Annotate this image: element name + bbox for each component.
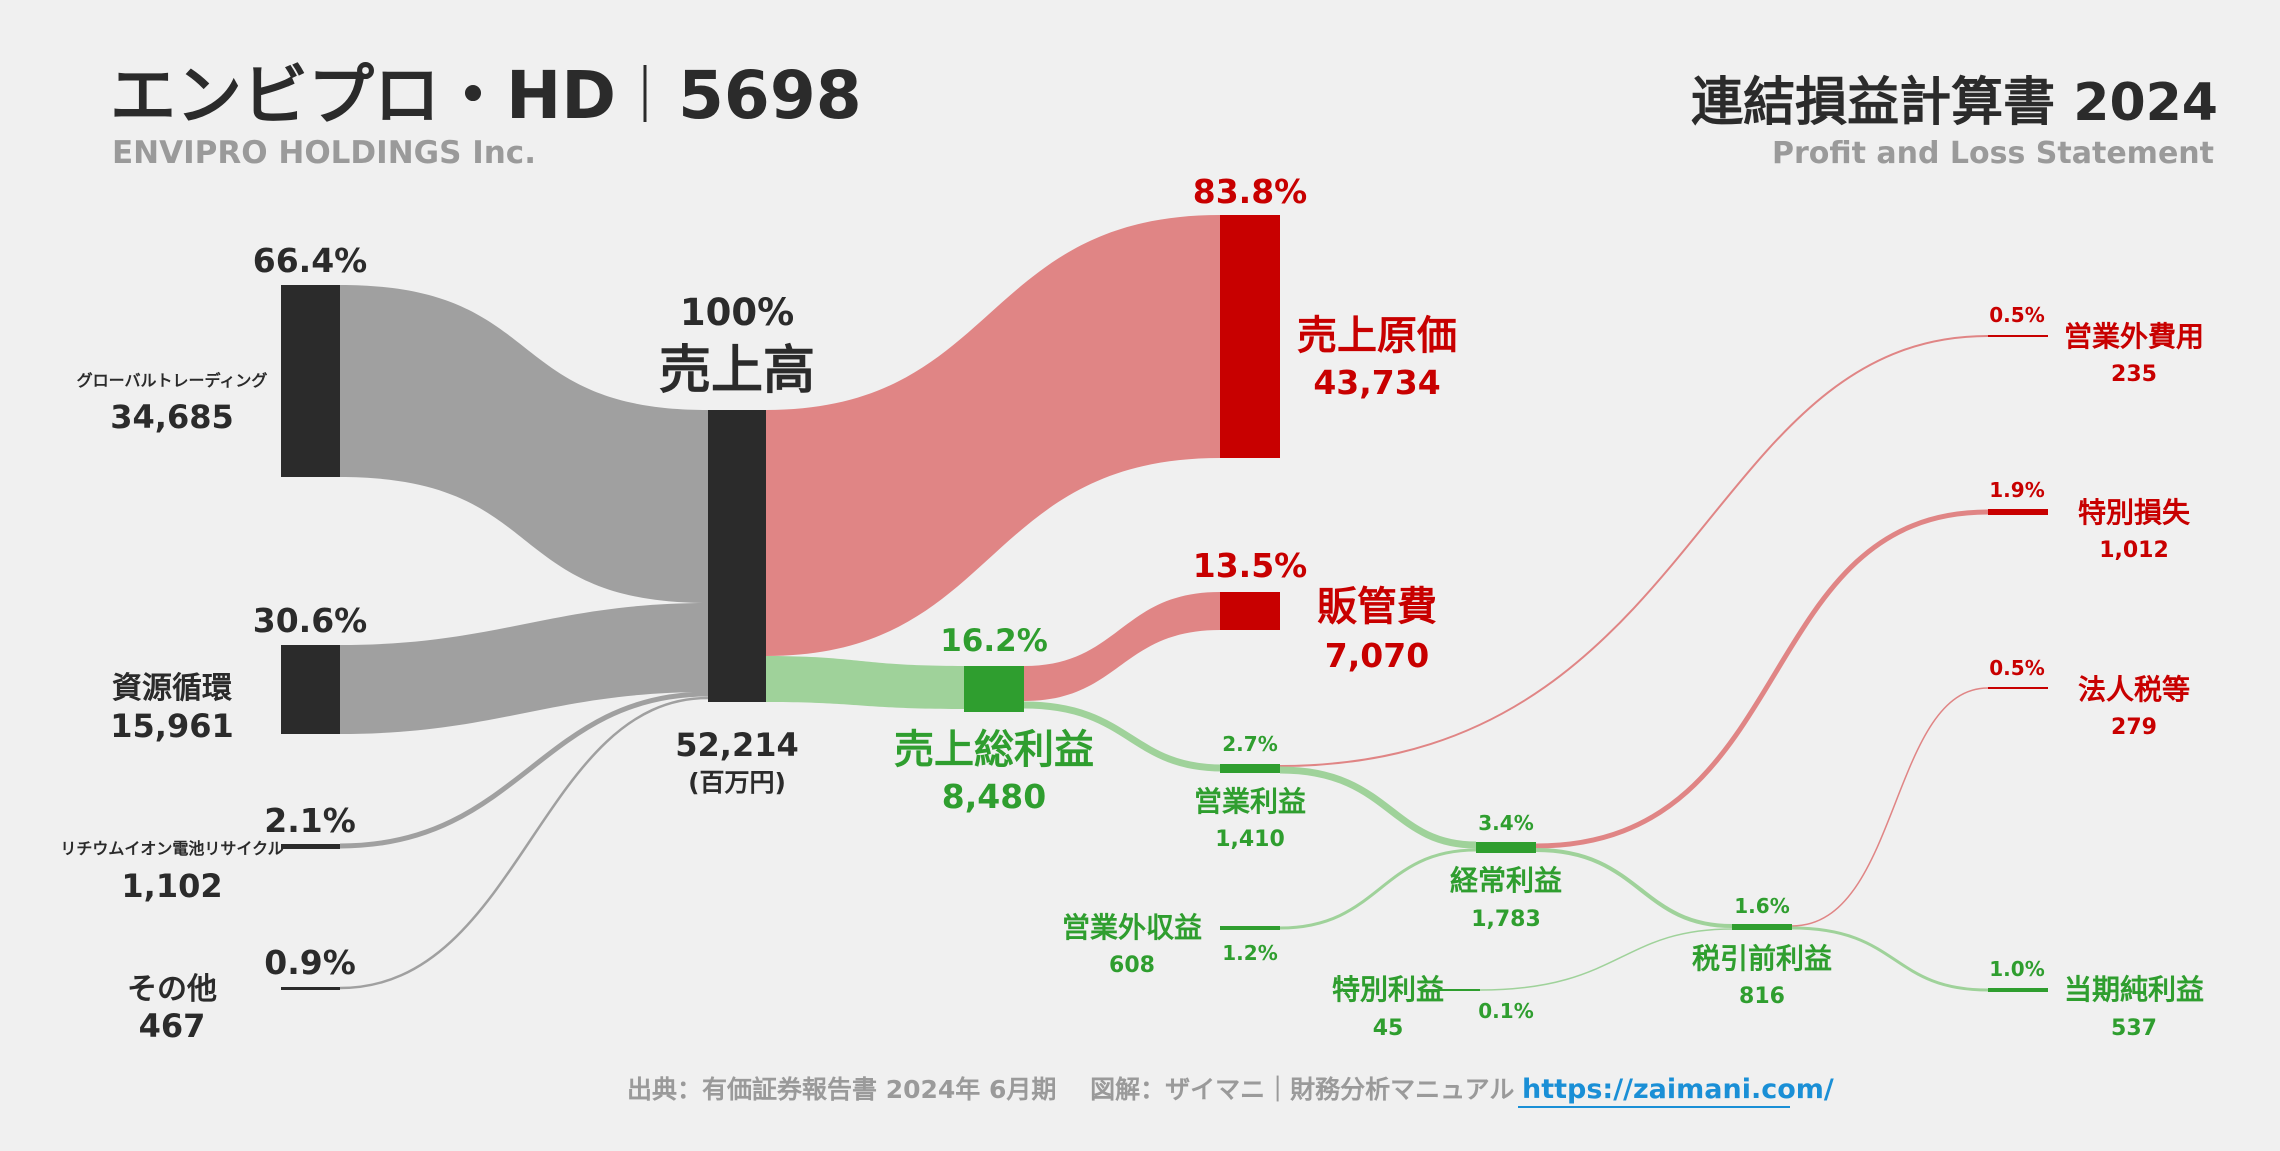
statement-title: 連結損益計算書 2024 bbox=[1691, 73, 2218, 133]
node-sga bbox=[1220, 592, 1280, 630]
label-pretax-profit: 税引前利益 bbox=[1692, 942, 1832, 975]
node-gross-profit bbox=[964, 666, 1024, 712]
label-lithium-recycling: リチウムイオン電池リサイクル bbox=[60, 839, 283, 858]
label-sga: 販管費 bbox=[1317, 584, 1437, 630]
flow-non-op-income bbox=[1279, 848, 1477, 930]
flow-resource-circulation bbox=[340, 603, 708, 734]
flow-ordinary-to-pretax bbox=[1535, 848, 1733, 928]
label-revenue: 売上高 bbox=[659, 341, 815, 401]
flow-tax bbox=[1791, 687, 1989, 927]
label-extra-loss: 特別損失 bbox=[2078, 496, 2191, 529]
value-non-op-expense: 235 bbox=[2111, 362, 2157, 387]
statement-english-title: Profit and Loss Statement bbox=[1772, 136, 2214, 171]
value-tax: 279 bbox=[2111, 715, 2157, 740]
label-resource-circulation: 資源循環 bbox=[112, 671, 233, 706]
pct-pretax-profit: 1.6% bbox=[1734, 894, 1789, 918]
value-operating-profit: 1,410 bbox=[1215, 827, 1285, 852]
flow-sga bbox=[1024, 592, 1220, 701]
flow-extra-gain bbox=[1479, 928, 1733, 991]
value-cost-of-sales: 43,734 bbox=[1313, 363, 1440, 402]
company-english-name: ENVIPRO HOLDINGS Inc. bbox=[112, 135, 536, 171]
label-non-op-expense: 営業外費用 bbox=[2064, 320, 2204, 353]
node-extra-loss bbox=[1988, 509, 2048, 515]
label-gross-profit: 売上総利益 bbox=[894, 727, 1094, 773]
node-cost-of-sales bbox=[1220, 215, 1280, 458]
pct-other: 0.9% bbox=[264, 943, 356, 982]
node-revenue bbox=[708, 410, 766, 702]
company-code: 5698 bbox=[678, 57, 862, 134]
node-extra-gain bbox=[1420, 989, 1480, 991]
pct-cost-of-sales: 83.8% bbox=[1193, 172, 1308, 211]
label-cost-of-sales: 売上原価 bbox=[1297, 313, 1457, 359]
flow-extra-loss bbox=[1535, 509, 1989, 849]
pct-revenue: 100% bbox=[680, 291, 794, 334]
label-tax: 法人税等 bbox=[2078, 673, 2190, 706]
flow-gross-profit bbox=[766, 656, 964, 709]
value-gross-profit: 8,480 bbox=[942, 777, 1046, 816]
label-other: その他 bbox=[127, 972, 217, 1007]
pct-resource-circulation: 30.6% bbox=[253, 601, 368, 640]
value-non-op-income: 608 bbox=[1109, 953, 1155, 978]
node-global-trading bbox=[281, 285, 340, 477]
flow-global-trading bbox=[340, 285, 708, 603]
node-lithium-recycling bbox=[281, 844, 340, 849]
value-pretax-profit: 816 bbox=[1739, 984, 1785, 1009]
value-lithium-recycling: 1,102 bbox=[121, 867, 222, 905]
pct-gross-profit: 16.2% bbox=[940, 623, 1048, 659]
flow-operating-profit bbox=[1023, 701, 1223, 772]
node-net-profit bbox=[1988, 988, 2048, 992]
value-extra-gain: 45 bbox=[1373, 1016, 1404, 1041]
flow-other bbox=[339, 696, 709, 990]
company-title: エンビプロ・HD bbox=[110, 57, 616, 134]
label-ordinary-profit: 経常利益 bbox=[1450, 864, 1562, 897]
pct-operating-profit: 2.7% bbox=[1222, 732, 1277, 756]
unit-label: (百万円) bbox=[688, 768, 786, 797]
node-non-op-expense bbox=[1988, 335, 2048, 337]
node-operating-profit bbox=[1220, 764, 1280, 773]
flow-net-profit bbox=[1791, 926, 1989, 992]
label-net-profit: 当期純利益 bbox=[2064, 973, 2204, 1006]
node-pretax-profit bbox=[1732, 924, 1792, 930]
value-revenue: 52,214 bbox=[675, 726, 798, 764]
value-net-profit: 537 bbox=[2111, 1016, 2157, 1041]
node-resource-circulation bbox=[281, 645, 340, 734]
node-ordinary-profit bbox=[1476, 842, 1536, 853]
footer-link[interactable]: https://zaimani.com/ bbox=[1522, 1074, 1834, 1105]
value-extra-loss: 1,012 bbox=[2099, 538, 2169, 563]
label-global-trading: グローバルトレーディング bbox=[77, 371, 268, 390]
pct-non-op-income: 1.2% bbox=[1222, 941, 1277, 965]
pct-lithium-recycling: 2.1% bbox=[264, 801, 356, 840]
pct-ordinary-profit: 3.4% bbox=[1478, 811, 1533, 835]
value-ordinary-profit: 1,783 bbox=[1471, 907, 1541, 932]
pct-extra-gain: 0.1% bbox=[1478, 999, 1533, 1023]
value-sga: 7,070 bbox=[1325, 636, 1429, 675]
pct-sga: 13.5% bbox=[1193, 546, 1308, 585]
pct-tax: 0.5% bbox=[1989, 656, 2044, 680]
pct-global-trading: 66.4% bbox=[253, 241, 368, 280]
value-other: 467 bbox=[139, 1007, 206, 1045]
label-non-op-income: 営業外収益 bbox=[1062, 911, 1202, 944]
value-resource-circulation: 15,961 bbox=[110, 707, 233, 745]
flow-cost-of-sales bbox=[766, 215, 1220, 656]
node-non-op-income bbox=[1220, 926, 1280, 930]
flow-non-op-expense bbox=[1279, 335, 1989, 767]
node-other bbox=[281, 987, 340, 990]
footer-source: 出典：有価証券報告書 2024年 6月期 図解：ザイマニ｜財務分析マニュアル bbox=[627, 1075, 1514, 1104]
pct-non-op-expense: 0.5% bbox=[1989, 303, 2044, 327]
flow-lithium-recycling bbox=[339, 691, 709, 849]
value-global-trading: 34,685 bbox=[110, 398, 233, 436]
node-tax bbox=[1988, 687, 2048, 689]
label-extra-gain: 特別利益 bbox=[1332, 973, 1444, 1006]
flow-op-to-ordinary bbox=[1279, 766, 1477, 849]
pct-net-profit: 1.0% bbox=[1989, 957, 2044, 981]
label-operating-profit: 営業利益 bbox=[1194, 785, 1306, 818]
pct-extra-loss: 1.9% bbox=[1989, 478, 2044, 502]
